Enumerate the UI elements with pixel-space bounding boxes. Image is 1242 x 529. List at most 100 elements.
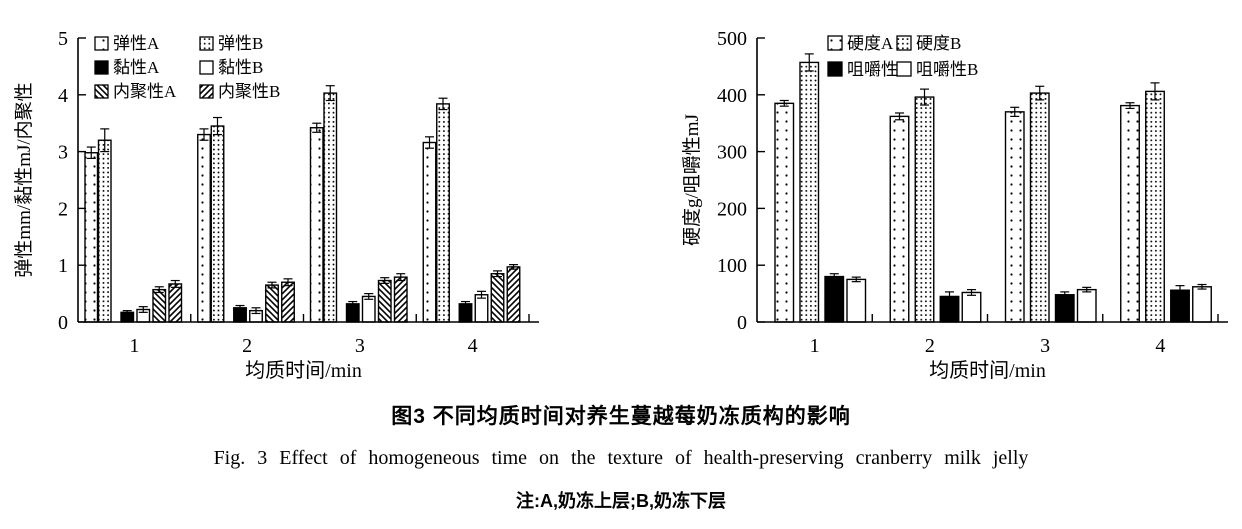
legend-swatch-硬度B: [896, 35, 912, 51]
error-bar: [779, 99, 789, 107]
bar-内聚性A-t1: [152, 288, 167, 323]
bar-咀嚼性A-t3: [1054, 294, 1075, 323]
y-tick-label: 500: [717, 28, 747, 50]
error-bar: [1197, 283, 1207, 290]
error-bar: [477, 290, 486, 299]
error-bar: [945, 291, 954, 302]
legend-swatch-弹性A: [94, 36, 109, 51]
legend-swatch-弹性B: [199, 36, 214, 51]
bar-黏性B-t3: [361, 295, 376, 323]
error-bar: [235, 304, 245, 311]
y-tick-label: 5: [58, 28, 68, 50]
y-tick-label: 3: [58, 142, 68, 164]
y-tick-label: 300: [717, 142, 747, 164]
legend-label: 内聚性A: [113, 82, 177, 101]
legend-label: 黏性B: [218, 58, 263, 77]
error-bar: [1010, 106, 1020, 117]
legend-label: 弹性B: [218, 34, 263, 53]
bar-内聚性B-t2: [281, 281, 295, 323]
bar-弹性A-t3: [309, 127, 324, 323]
error-bar: [213, 116, 222, 136]
error-bar: [100, 128, 110, 153]
legend-swatch-咀嚼性A: [827, 61, 843, 77]
hardness-bar-chart: 0 100 200 300 400 500 1 2 3 4 均质时间/min 硬度g/咀嚼性mJ 硬度A…: [681, 28, 1228, 382]
error-bar: [1060, 291, 1070, 299]
error-bar: [967, 289, 976, 296]
bar-咀嚼性B-t4: [1192, 286, 1212, 323]
legend-label: 硬度B: [916, 34, 961, 53]
bar-硬度B-t1: [799, 61, 820, 323]
error-bar: [461, 300, 470, 307]
x-tick-label: 4: [468, 335, 478, 357]
x-axis-label: 均质时间/min: [929, 359, 1046, 382]
error-bar: [170, 279, 180, 288]
bar-硬度B-t2: [914, 96, 935, 323]
bar-黏性B-t4: [474, 294, 489, 323]
error-bar: [267, 281, 277, 289]
x-tick-label: 3: [355, 335, 365, 357]
error-bar: [438, 97, 448, 111]
error-bar: [364, 293, 374, 300]
error-bar: [804, 53, 814, 72]
legend-swatch-内聚性A: [94, 84, 109, 99]
y-axis-label: 弹性mm/黏性mJ/内聚性: [13, 82, 35, 277]
bar-咀嚼性B-t1: [846, 278, 867, 323]
y-tick-label: 4: [58, 85, 68, 107]
bar-内聚性B-t1: [168, 283, 183, 323]
legend-label: 内聚性B: [218, 82, 280, 101]
error-bar: [348, 300, 358, 307]
bar-弹性B-t4: [436, 103, 450, 323]
error-bar: [425, 136, 434, 149]
y-tick-label: 400: [717, 85, 747, 107]
error-bar: [154, 286, 164, 294]
y-tick-label: 0: [58, 312, 68, 334]
error-bar: [829, 273, 839, 280]
y-tick-label: 1: [58, 255, 68, 277]
y-tick-label: 100: [717, 255, 747, 277]
texture-bar-chart: 0 1 2 3 4 5 1 2 3 4 均质时间/min 弹性mm/黏性mJ/内聚性 弹性A 弹性B 黏性A…: [13, 28, 539, 382]
error-bar: [122, 310, 132, 315]
bar-咀嚼性B-t3: [1076, 288, 1097, 323]
x-tick-label: 2: [242, 335, 252, 357]
bar-咀嚼性B-t2: [961, 291, 982, 323]
legend-label: 黏性A: [113, 58, 160, 77]
bar-硬度A-t4: [1120, 104, 1140, 323]
bar-咀嚼性A-t1: [824, 275, 845, 323]
error-bar: [86, 146, 96, 160]
bar-弹性B-t1: [97, 139, 112, 323]
error-bar: [920, 88, 929, 106]
error-bar: [251, 307, 261, 315]
legend-swatch-咀嚼性B: [896, 61, 912, 77]
legend-label: 咀嚼性A: [847, 60, 911, 79]
legend-label: 弹性A: [113, 34, 160, 53]
error-bar: [312, 122, 322, 133]
x-tick-label: 1: [810, 335, 820, 357]
bar-弹性B-t2: [210, 125, 225, 323]
caption-note: 注:A,奶冻上层;B,奶冻下层: [516, 491, 726, 511]
bar-弹性A-t2: [197, 133, 211, 323]
bar-弹性A-t1: [84, 152, 99, 323]
bar-硬度B-t3: [1029, 92, 1050, 323]
error-bar: [1150, 82, 1160, 101]
error-bar: [138, 306, 148, 313]
y-axis-label: 硬度g/咀嚼性mJ: [681, 114, 703, 246]
bar-硬度A-t1: [774, 102, 795, 323]
error-bar: [380, 277, 390, 284]
error-bar: [1082, 286, 1092, 293]
bar-弹性B-t3: [323, 92, 338, 323]
error-bar: [1125, 102, 1135, 110]
bar-弹性A-t4: [422, 141, 437, 323]
error-bar: [396, 273, 406, 282]
legend-swatch-黏性B: [199, 60, 214, 75]
legend-swatch-黏性A: [94, 60, 109, 75]
caption-en-title: Fig. 3 Effect of homogeneous time on the…: [213, 447, 1029, 469]
error-bar: [895, 112, 904, 121]
error-bar: [199, 128, 209, 141]
y-tick-label: 200: [717, 198, 747, 220]
error-bar: [283, 278, 293, 287]
legend-label: 咀嚼性B: [916, 60, 978, 79]
error-bar: [851, 276, 861, 283]
caption-zh-title: 图3 不同均质时间对养生蔓越莓奶冻质构的影响: [391, 405, 851, 428]
bar-硬度B-t4: [1145, 90, 1165, 323]
